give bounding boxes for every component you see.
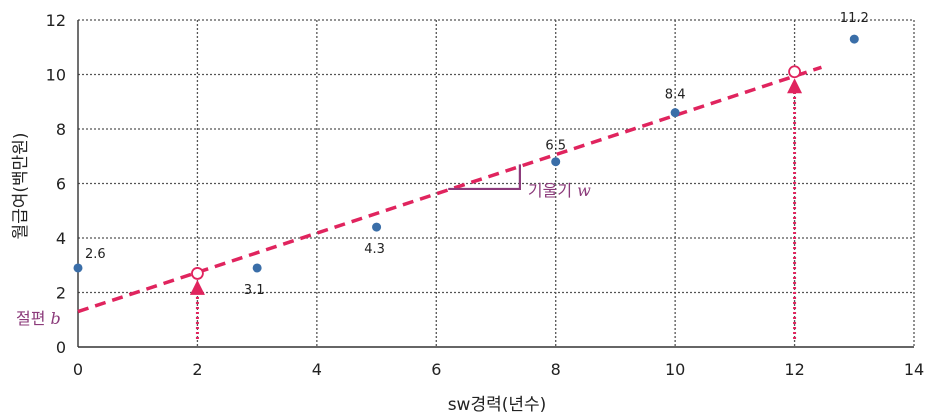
annotations: 기울기 w 절편 b xyxy=(16,65,822,339)
x-tick-label-12: 12 xyxy=(784,360,804,379)
slope-triangle xyxy=(448,164,521,191)
data-point-4 xyxy=(551,157,561,167)
data-label-3: 4.3 xyxy=(364,242,385,257)
y-tick-label-8: 8 xyxy=(56,120,66,139)
x-tick-label-4: 4 xyxy=(312,360,322,379)
slope-symbol: w xyxy=(577,181,591,200)
x-tick-label-2: 2 xyxy=(192,360,202,379)
y-tick-label-4: 4 xyxy=(56,229,66,248)
x-tick-label-10: 10 xyxy=(665,360,685,379)
data-label-1: 2.6 xyxy=(85,247,106,262)
data-label-2: 3.1 xyxy=(244,283,265,298)
prediction-circle-2 xyxy=(788,65,801,79)
data-points: 2.6 3.1 4.3 6.5 8.4 11.2 xyxy=(73,11,869,298)
prediction-circle-1 xyxy=(191,267,204,280)
x-tick-label-8: 8 xyxy=(551,360,561,379)
x-tick-label-0: 0 xyxy=(73,360,83,379)
slope-annotation: 기울기 w xyxy=(528,181,591,200)
y-tick-label-10: 10 xyxy=(46,66,66,85)
data-point-2 xyxy=(252,263,262,273)
data-point-1 xyxy=(73,263,83,273)
intercept-symbol: b xyxy=(51,309,61,328)
data-label-5: 8.4 xyxy=(665,88,686,103)
x-tick-label-6: 6 xyxy=(431,360,441,379)
y-tick-label-2: 2 xyxy=(56,284,66,303)
y-tick-label-6: 6 xyxy=(56,175,66,194)
x-tick-label-14: 14 xyxy=(904,360,924,379)
axes: 0 2 4 6 8 10 12 14 0 2 4 6 8 10 12 xyxy=(46,11,925,379)
data-point-6 xyxy=(849,34,859,44)
x-axis-title: sw경력(년수) xyxy=(448,395,547,415)
intercept-label: 절편 xyxy=(16,309,51,328)
y-axis-title: 월급여(백만원) xyxy=(11,132,31,239)
y-tick-label-0: 0 xyxy=(56,338,66,357)
slope-label: 기울기 xyxy=(528,181,577,200)
intercept-annotation: 절편 b xyxy=(16,309,61,328)
data-label-6: 11.2 xyxy=(840,11,869,26)
data-label-4: 6.5 xyxy=(545,139,566,154)
y-tick-label-12: 12 xyxy=(46,11,66,30)
data-point-5 xyxy=(670,108,680,118)
grid xyxy=(78,19,915,347)
data-point-3 xyxy=(372,222,382,232)
